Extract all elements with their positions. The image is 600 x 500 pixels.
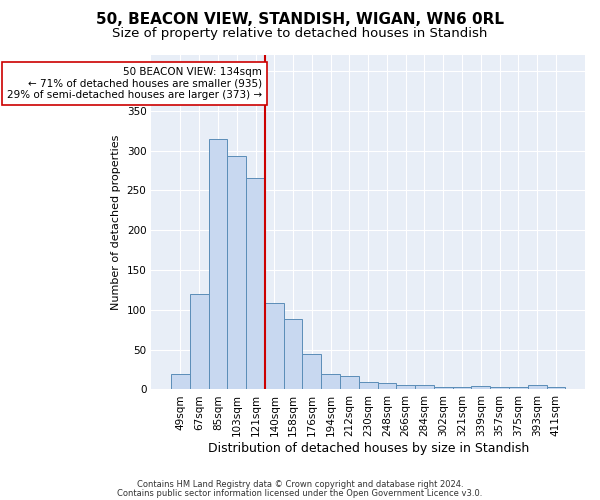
Bar	[246, 178, 265, 390]
Bar	[302, 354, 321, 390]
Bar	[415, 386, 434, 390]
Bar	[490, 387, 509, 390]
Bar	[190, 294, 209, 390]
Bar	[528, 386, 547, 390]
Bar	[284, 320, 302, 390]
Bar	[209, 138, 227, 390]
Bar	[321, 374, 340, 390]
Text: Contains HM Land Registry data © Crown copyright and database right 2024.: Contains HM Land Registry data © Crown c…	[137, 480, 463, 489]
Bar	[547, 387, 565, 390]
Text: 50 BEACON VIEW: 134sqm
← 71% of detached houses are smaller (935)
29% of semi-de: 50 BEACON VIEW: 134sqm ← 71% of detached…	[7, 67, 262, 100]
Bar	[359, 382, 377, 390]
Text: Contains public sector information licensed under the Open Government Licence v3: Contains public sector information licen…	[118, 488, 482, 498]
Text: Size of property relative to detached houses in Standish: Size of property relative to detached ho…	[112, 28, 488, 40]
Bar	[227, 156, 246, 390]
Bar	[397, 386, 415, 390]
X-axis label: Distribution of detached houses by size in Standish: Distribution of detached houses by size …	[208, 442, 529, 455]
Bar	[377, 383, 397, 390]
Y-axis label: Number of detached properties: Number of detached properties	[111, 134, 121, 310]
Bar	[171, 374, 190, 390]
Bar	[452, 387, 472, 390]
Bar	[340, 376, 359, 390]
Bar	[434, 387, 452, 390]
Bar	[265, 302, 284, 390]
Bar	[509, 387, 528, 390]
Bar	[472, 386, 490, 390]
Text: 50, BEACON VIEW, STANDISH, WIGAN, WN6 0RL: 50, BEACON VIEW, STANDISH, WIGAN, WN6 0R…	[96, 12, 504, 28]
